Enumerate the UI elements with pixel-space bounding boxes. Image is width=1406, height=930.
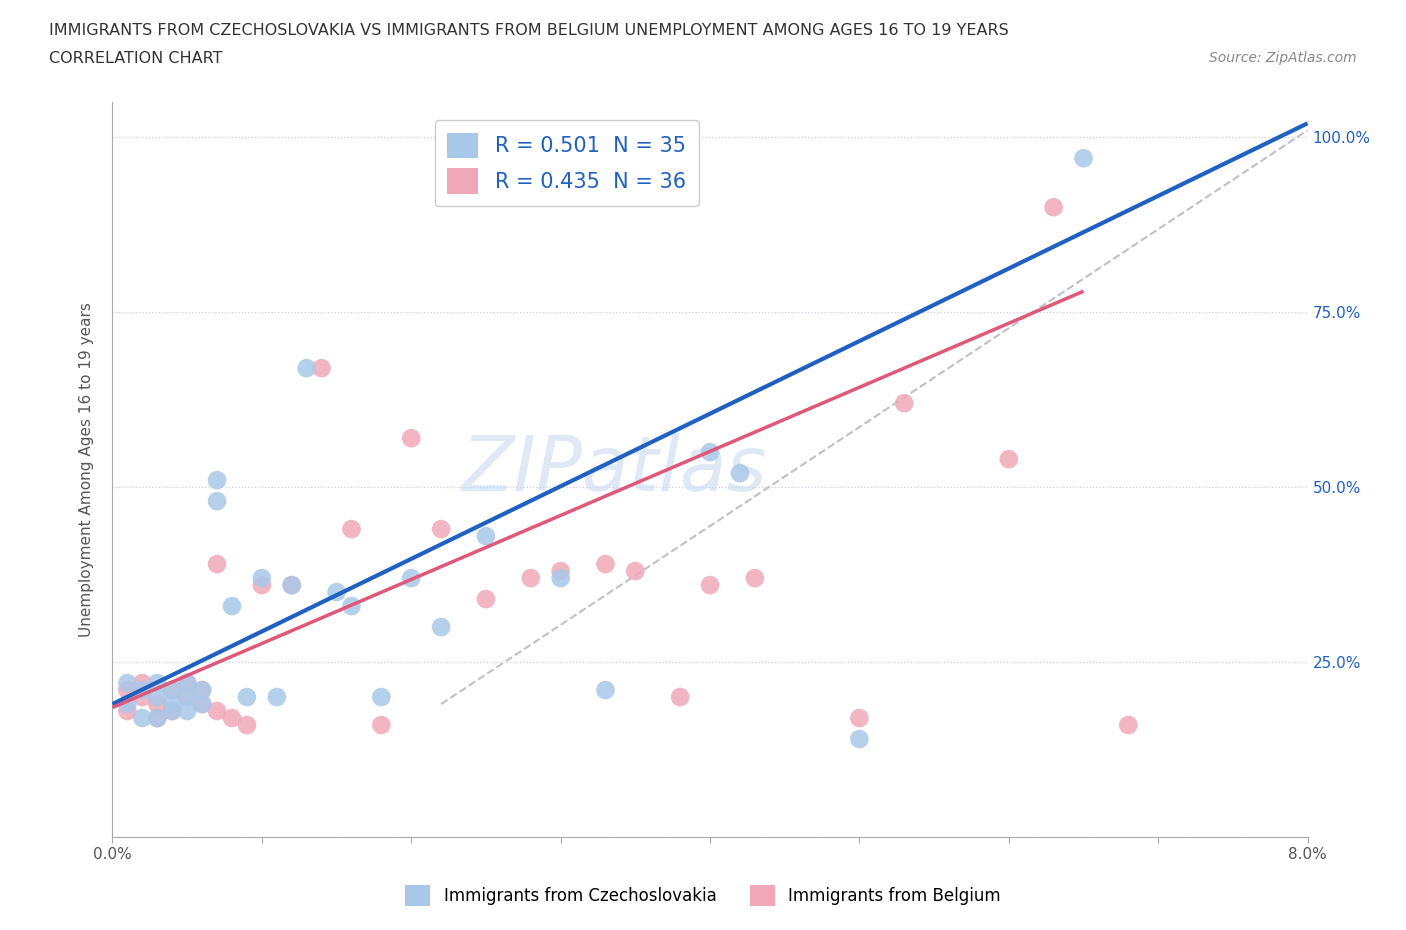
Point bbox=[117, 683, 139, 698]
Point bbox=[595, 683, 617, 698]
Legend: Immigrants from Czechoslovakia, Immigrants from Belgium: Immigrants from Czechoslovakia, Immigran… bbox=[399, 879, 1007, 912]
Point bbox=[162, 683, 183, 698]
Point bbox=[340, 599, 363, 614]
Point bbox=[669, 690, 692, 705]
Point bbox=[430, 619, 453, 634]
Point bbox=[848, 732, 870, 747]
Point bbox=[1042, 200, 1064, 215]
Point bbox=[176, 690, 198, 705]
Point bbox=[131, 690, 153, 705]
Point bbox=[250, 571, 273, 586]
Point bbox=[475, 528, 498, 543]
Point bbox=[893, 396, 915, 411]
Point bbox=[146, 690, 169, 705]
Point bbox=[146, 711, 169, 725]
Point bbox=[176, 690, 198, 705]
Point bbox=[1073, 151, 1095, 166]
Point bbox=[146, 675, 169, 690]
Point bbox=[176, 675, 198, 690]
Point bbox=[162, 697, 183, 711]
Point bbox=[744, 571, 766, 586]
Point bbox=[131, 683, 153, 698]
Point bbox=[162, 704, 183, 719]
Point bbox=[236, 718, 259, 733]
Point bbox=[325, 585, 347, 600]
Point bbox=[221, 599, 243, 614]
Y-axis label: Unemployment Among Ages 16 to 19 years: Unemployment Among Ages 16 to 19 years bbox=[79, 302, 94, 637]
Point bbox=[295, 361, 318, 376]
Point bbox=[699, 578, 721, 592]
Point bbox=[520, 571, 543, 586]
Text: IMMIGRANTS FROM CZECHOSLOVAKIA VS IMMIGRANTS FROM BELGIUM UNEMPLOYMENT AMONG AGE: IMMIGRANTS FROM CZECHOSLOVAKIA VS IMMIGR… bbox=[49, 23, 1010, 38]
Point bbox=[475, 591, 498, 606]
Point bbox=[430, 522, 453, 537]
Point bbox=[205, 494, 228, 509]
Point bbox=[550, 564, 572, 578]
Point bbox=[176, 675, 198, 690]
Point bbox=[117, 675, 139, 690]
Point bbox=[205, 472, 228, 487]
Point bbox=[191, 683, 214, 698]
Point bbox=[146, 697, 169, 711]
Point bbox=[176, 704, 198, 719]
Point bbox=[191, 697, 214, 711]
Point bbox=[728, 466, 751, 481]
Point bbox=[624, 564, 647, 578]
Point bbox=[162, 704, 183, 719]
Point bbox=[595, 557, 617, 572]
Point bbox=[370, 718, 392, 733]
Point bbox=[162, 683, 183, 698]
Point bbox=[1118, 718, 1140, 733]
Point bbox=[205, 557, 228, 572]
Point bbox=[281, 578, 304, 592]
Point bbox=[281, 578, 304, 592]
Point bbox=[998, 452, 1021, 467]
Point bbox=[848, 711, 870, 725]
Text: CORRELATION CHART: CORRELATION CHART bbox=[49, 51, 222, 66]
Point bbox=[146, 711, 169, 725]
Point bbox=[131, 675, 153, 690]
Legend: R = 0.501  N = 35, R = 0.435  N = 36: R = 0.501 N = 35, R = 0.435 N = 36 bbox=[434, 120, 699, 206]
Point bbox=[401, 571, 423, 586]
Point bbox=[401, 431, 423, 445]
Point bbox=[191, 697, 214, 711]
Point bbox=[117, 704, 139, 719]
Point bbox=[191, 683, 214, 698]
Point bbox=[370, 690, 392, 705]
Point bbox=[205, 704, 228, 719]
Point bbox=[250, 578, 273, 592]
Point bbox=[117, 697, 139, 711]
Point bbox=[266, 690, 288, 705]
Point bbox=[550, 571, 572, 586]
Point bbox=[221, 711, 243, 725]
Point bbox=[311, 361, 333, 376]
Point bbox=[699, 445, 721, 459]
Text: Source: ZipAtlas.com: Source: ZipAtlas.com bbox=[1209, 51, 1357, 65]
Point bbox=[131, 711, 153, 725]
Point bbox=[340, 522, 363, 537]
Point bbox=[236, 690, 259, 705]
Text: ZIPatlas: ZIPatlas bbox=[461, 432, 768, 507]
